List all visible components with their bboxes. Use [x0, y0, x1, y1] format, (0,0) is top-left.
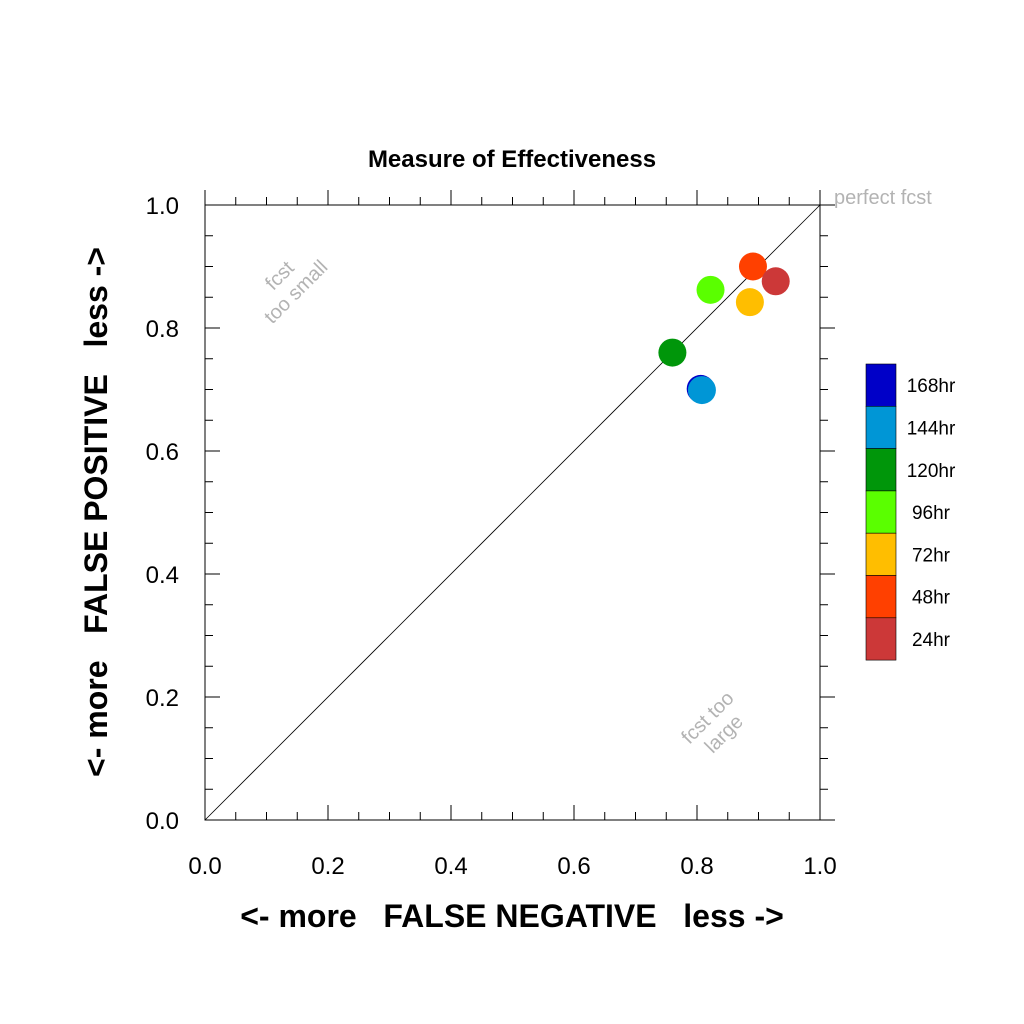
- x-axis-label: <- more FALSE NEGATIVE less ->: [240, 898, 784, 934]
- point-120hr: [658, 338, 687, 367]
- chart-title: Measure of Effectiveness: [368, 146, 656, 173]
- x-tick-label: 0.4: [434, 853, 467, 880]
- legend-swatch-48hr: [865, 575, 897, 619]
- legend-swatch-120hr: [865, 448, 897, 492]
- legend-swatch-72hr: [865, 532, 897, 576]
- too-small-annotation: fcst too small: [260, 256, 332, 328]
- legend-label-120hr: 120hr: [907, 461, 956, 482]
- axis-ticks: [204, 190, 835, 821]
- legend-swatch-96hr: [865, 490, 897, 534]
- y-tick-label: 0.2: [146, 685, 179, 712]
- data-points: [658, 252, 790, 405]
- y-tick-label: 1.0: [146, 193, 179, 220]
- legend-label-48hr: 48hr: [912, 588, 951, 609]
- point-24hr: [761, 267, 790, 296]
- point-72hr: [735, 288, 764, 317]
- y-axis-label: <- more FALSE POSITIVE less ->: [78, 247, 114, 777]
- perfect-diagonal: [204, 204, 821, 821]
- perfect-forecast-annotation: perfect fcst: [834, 187, 932, 209]
- too-large-annotation: fcst too large: [677, 687, 747, 757]
- legend-label-24hr: 24hr: [912, 630, 951, 651]
- legend-swatch-24hr: [865, 617, 897, 661]
- x-tick-label: 0.0: [188, 853, 221, 880]
- legend-label-144hr: 144hr: [907, 418, 956, 439]
- y-tick-label: 0.0: [146, 808, 179, 835]
- legend-label-72hr: 72hr: [912, 545, 951, 566]
- legend: 168hr 144hr 120hr 96hr 72hr 48hr 24hr: [865, 363, 956, 661]
- y-tick-label: 0.4: [146, 562, 179, 589]
- point-96hr: [696, 275, 725, 304]
- y-tick-labels: 0.0 0.2 0.4 0.6 0.8 1.0: [146, 193, 179, 835]
- legend-label-168hr: 168hr: [907, 376, 956, 397]
- legend-label-96hr: 96hr: [912, 503, 951, 524]
- x-tick-label: 0.8: [680, 853, 713, 880]
- point-144hr: [687, 376, 716, 405]
- legend-swatch-144hr: [865, 405, 897, 449]
- point-48hr: [738, 252, 767, 281]
- x-tick-label: 0.6: [557, 853, 590, 880]
- y-tick-label: 0.6: [146, 439, 179, 466]
- too-small-line-2: too small: [260, 256, 332, 328]
- legend-swatch-168hr: [865, 363, 897, 407]
- x-tick-label: 1.0: [803, 853, 836, 880]
- x-tick-labels: 0.0 0.2 0.4 0.6 0.8 1.0: [188, 853, 836, 880]
- x-tick-label: 0.2: [311, 853, 344, 880]
- y-tick-label: 0.8: [146, 316, 179, 343]
